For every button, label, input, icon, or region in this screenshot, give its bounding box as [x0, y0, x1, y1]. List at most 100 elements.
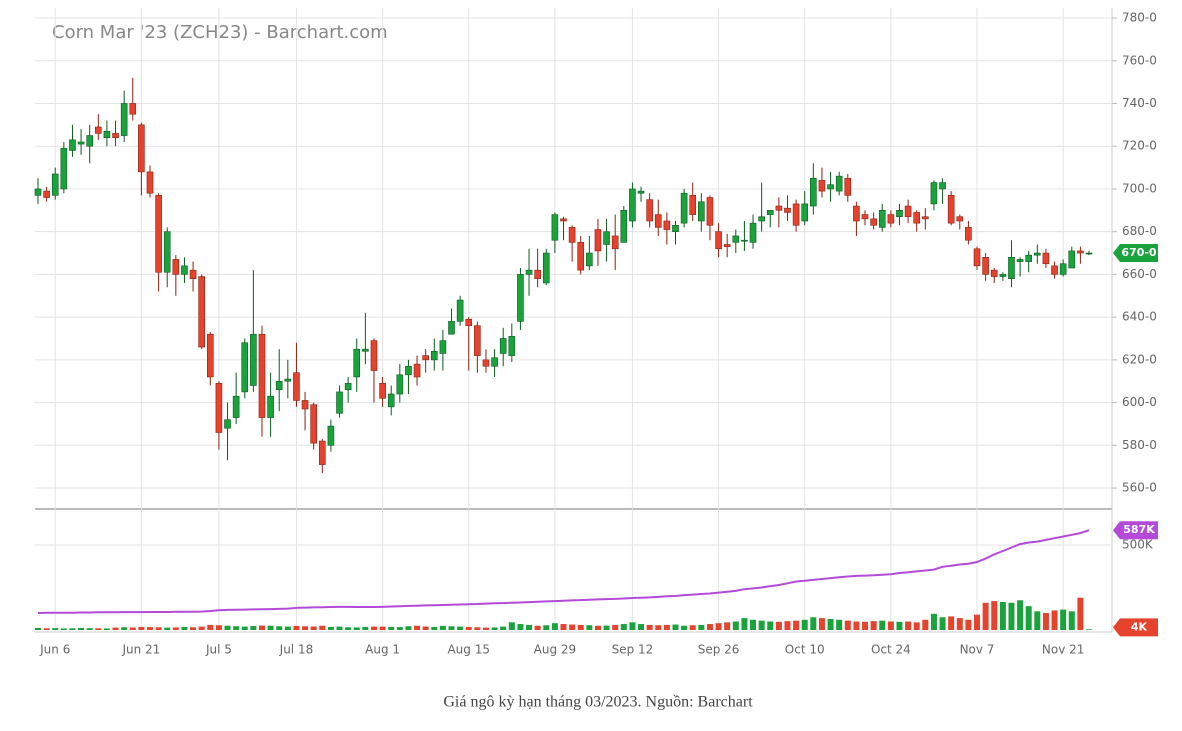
- candle-body: [293, 372, 300, 401]
- candle-body: [861, 214, 869, 220]
- volume-bar: [887, 621, 894, 630]
- volume-bar: [672, 624, 679, 630]
- volume-bar: [793, 620, 800, 630]
- y2-tick-label: 500K: [1122, 538, 1154, 552]
- volume-bar: [370, 626, 377, 630]
- volume-bar: [844, 620, 851, 630]
- volume-bar: [362, 626, 369, 630]
- candle-body: [1008, 257, 1015, 279]
- volume-bar: [164, 627, 171, 630]
- candle-body: [422, 355, 429, 361]
- candle-body: [896, 210, 903, 218]
- volume-bar: [818, 618, 825, 630]
- y-tick-label: 660-0: [1122, 267, 1157, 281]
- volume-bar: [896, 621, 903, 630]
- candle-body: [112, 133, 119, 138]
- volume-bar: [879, 620, 886, 630]
- volume-bar: [172, 627, 179, 630]
- candle-body: [301, 400, 309, 410]
- volume-bar: [284, 626, 291, 630]
- candle-body: [732, 235, 740, 243]
- x-tick-label: Aug 1: [365, 643, 400, 657]
- candle-body: [267, 395, 274, 418]
- volume-bar: [810, 617, 817, 630]
- candle-body: [706, 197, 714, 226]
- candle-body: [198, 276, 205, 348]
- chart-title: Corn Mar '23 (ZCH23) - Barchart.com: [52, 22, 388, 43]
- candle-body: [465, 318, 473, 326]
- y-tick-label: 780-0: [1122, 11, 1157, 25]
- volume-bar: [750, 619, 757, 630]
- candle-body: [60, 148, 68, 190]
- volume-bar: [991, 601, 998, 630]
- volume-bar: [956, 618, 963, 630]
- volume-bar: [258, 625, 265, 630]
- candle-body: [1085, 252, 1093, 255]
- candle-body: [1059, 263, 1067, 275]
- candle-body: [232, 395, 240, 418]
- candle-body: [1025, 254, 1032, 262]
- volume-bar: [302, 626, 309, 630]
- candle-body: [1068, 250, 1076, 269]
- candle-body: [913, 212, 921, 224]
- candle-body: [784, 207, 791, 213]
- volume-bar: [1025, 606, 1032, 630]
- candle-body: [1016, 259, 1024, 262]
- volume-bar: [629, 622, 636, 630]
- volume-bar: [612, 624, 619, 630]
- volume-tag: 4K: [1131, 620, 1148, 633]
- y-tick-label: 760-0: [1122, 53, 1157, 67]
- volume-bar: [431, 626, 438, 630]
- x-tick-label: Jul 18: [279, 643, 314, 657]
- volume-bar: [465, 626, 472, 630]
- volume-bar: [60, 628, 67, 630]
- candle-body: [86, 135, 93, 147]
- volume-bar: [439, 625, 446, 630]
- volume-bar: [508, 622, 515, 630]
- y-tick-label: 640-0: [1122, 310, 1157, 324]
- candle-body: [922, 216, 929, 220]
- x-tick-label: Jul 5: [205, 643, 232, 657]
- volume-bar: [345, 627, 352, 630]
- volume-bar: [103, 628, 110, 630]
- volume-bar: [655, 625, 662, 630]
- volume-bar: [146, 627, 153, 630]
- y-tick-label: 600-0: [1122, 395, 1157, 409]
- volume-bar: [741, 618, 748, 630]
- candle-body: [258, 333, 266, 418]
- candle-body: [818, 180, 826, 192]
- volume-bar: [965, 619, 972, 630]
- volume-bar: [767, 621, 774, 630]
- x-tick-label: Aug 29: [534, 643, 577, 657]
- candle-body: [51, 173, 59, 196]
- volume-bar: [78, 627, 85, 630]
- volume-bar: [388, 626, 395, 630]
- candle-body: [999, 274, 1007, 277]
- candle-body: [310, 404, 317, 444]
- candle-body: [430, 351, 438, 361]
- volume-bar: [646, 624, 653, 630]
- x-tick-label: Jun 21: [121, 643, 160, 657]
- candle-body: [568, 227, 576, 243]
- candle-body: [474, 325, 481, 356]
- candle-body: [181, 265, 188, 275]
- volume-bar: [534, 625, 541, 630]
- candle-body: [241, 342, 249, 393]
- open-interest-tag: 587K: [1123, 523, 1155, 536]
- x-tick-label: Oct 10: [785, 643, 825, 657]
- volume-bar: [870, 621, 877, 630]
- candle-body: [835, 175, 843, 192]
- volume-bar: [293, 625, 300, 630]
- volume-bar: [1060, 609, 1067, 630]
- open-interest-tag-bg: [1113, 521, 1158, 540]
- candle-body: [577, 242, 585, 271]
- volume-bar: [474, 627, 481, 630]
- volume-bar: [922, 619, 929, 630]
- candle-body: [758, 216, 765, 222]
- candle-body: [448, 321, 455, 335]
- volume-bar: [698, 624, 705, 630]
- candle-body: [853, 205, 860, 222]
- candle-body: [629, 188, 636, 222]
- volume-bar: [414, 625, 421, 630]
- candle-body: [542, 252, 550, 284]
